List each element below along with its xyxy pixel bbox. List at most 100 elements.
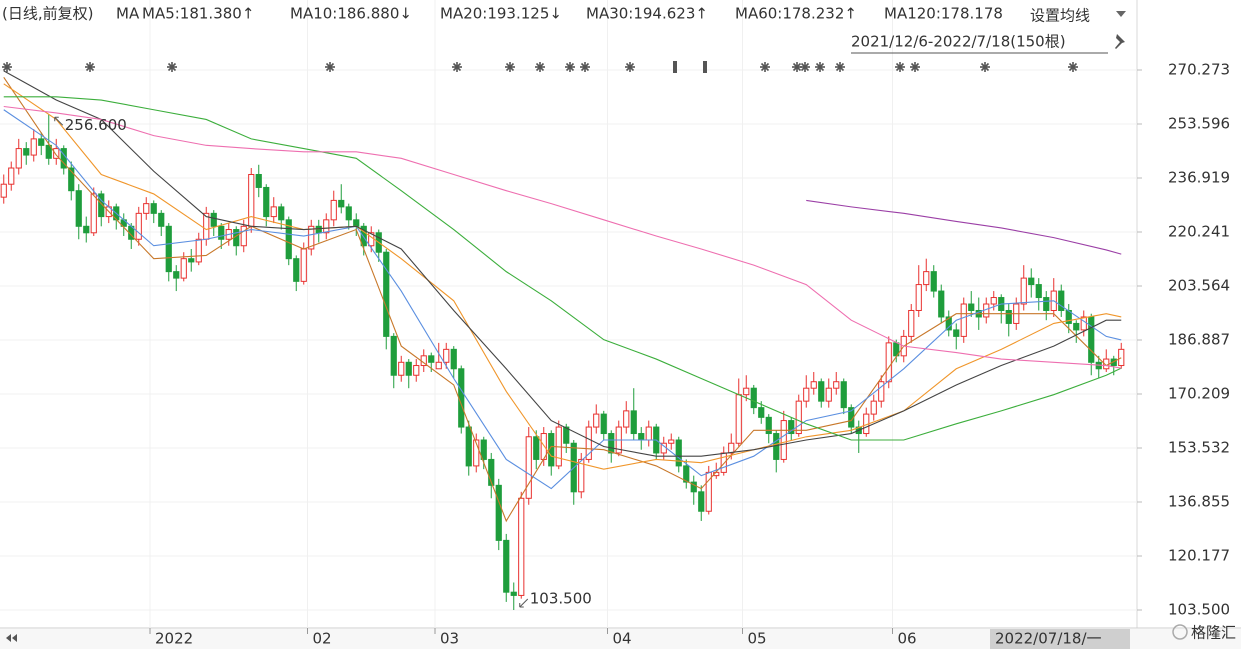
dropdown-arrow[interactable] xyxy=(1116,11,1126,17)
candle-body xyxy=(923,271,930,286)
x-tick-label: 06 xyxy=(898,630,917,648)
candle-body xyxy=(428,355,435,363)
event-marker-stroke xyxy=(835,62,845,72)
candle-body xyxy=(8,167,15,185)
candle-body xyxy=(1073,322,1080,331)
event-marker-stroke xyxy=(452,62,462,72)
candle-body xyxy=(38,138,45,146)
candle-body xyxy=(53,148,60,159)
candle-body xyxy=(0,183,7,198)
x-tick-label: 05 xyxy=(748,630,767,648)
candle-body xyxy=(668,439,675,444)
settings-label[interactable]: 设置均线 xyxy=(1030,7,1090,25)
candle-body xyxy=(683,465,690,483)
event-marker xyxy=(167,62,177,72)
candle-body xyxy=(83,225,90,234)
candle-body xyxy=(68,167,75,192)
candle-body xyxy=(1118,348,1125,367)
candle-body xyxy=(1110,358,1117,367)
candle-body xyxy=(960,303,967,337)
candle-body xyxy=(563,426,570,444)
candle-body xyxy=(90,193,97,234)
candle-body xyxy=(338,199,345,208)
ma-line xyxy=(3,77,1122,523)
candle-body xyxy=(533,436,540,460)
y-tick-label: 220.241 xyxy=(1168,223,1230,241)
legend-entry: MA5:181.380↑ xyxy=(142,5,254,23)
event-marker xyxy=(452,62,462,72)
event-marker xyxy=(703,61,707,73)
candle-body xyxy=(915,284,922,311)
y-tick-label: 270.273 xyxy=(1168,61,1230,79)
x-tick-label: 2022 xyxy=(155,630,193,648)
candle-body xyxy=(308,225,315,250)
event-marker-stroke xyxy=(2,62,12,72)
event-marker xyxy=(980,62,990,72)
y-tick-label: 186.887 xyxy=(1168,330,1230,348)
legend-entry: MA10:186.880↓ xyxy=(290,5,412,23)
candle-body xyxy=(165,225,172,273)
candle-body xyxy=(30,138,37,156)
candle-body xyxy=(383,251,390,337)
event-marker xyxy=(565,62,575,72)
candle-body xyxy=(195,238,202,263)
candle-body xyxy=(285,219,292,260)
event-marker xyxy=(835,62,845,72)
event-marker xyxy=(910,62,920,72)
event-marker-stroke xyxy=(625,62,635,72)
candle-body xyxy=(180,258,187,279)
y-tick-label: 136.855 xyxy=(1168,492,1230,510)
candle-body xyxy=(638,433,645,441)
candle-body xyxy=(143,203,150,214)
event-marker xyxy=(673,61,677,73)
event-marker xyxy=(800,62,810,72)
candle-body xyxy=(608,433,615,454)
event-marker xyxy=(2,62,12,72)
pin-icon[interactable] xyxy=(1115,34,1125,49)
candle-body xyxy=(728,442,735,454)
candle-body xyxy=(255,173,262,188)
event-marker xyxy=(580,62,590,72)
ma-line xyxy=(3,83,1122,470)
event-marker-stroke xyxy=(895,62,905,72)
x-axis-band xyxy=(0,629,1241,649)
candle-body xyxy=(45,144,52,159)
event-marker xyxy=(85,62,95,72)
candle-body xyxy=(585,426,592,460)
candle-body xyxy=(645,426,652,441)
ma-line xyxy=(3,109,1122,490)
candle-body xyxy=(495,484,502,541)
candle-body xyxy=(953,329,960,337)
ma-label: MA xyxy=(116,5,140,23)
candle-body xyxy=(135,212,142,240)
y-tick-label: 236.919 xyxy=(1168,168,1230,186)
event-marker-stroke xyxy=(980,62,990,72)
candle-body xyxy=(353,219,360,227)
candle-body xyxy=(360,225,367,247)
candle-body xyxy=(293,258,300,282)
event-marker-stroke xyxy=(760,62,770,72)
candle-body xyxy=(263,186,270,218)
settings-button[interactable] xyxy=(1022,0,1132,29)
candle-body xyxy=(473,439,480,467)
ma-line xyxy=(3,96,1122,441)
candle-body xyxy=(990,297,997,305)
event-marker-stroke xyxy=(167,62,177,72)
event-marker-stroke xyxy=(800,62,810,72)
mode-label: (日线,前复权) xyxy=(2,5,93,23)
candle-body xyxy=(795,400,802,435)
candle-body xyxy=(758,407,765,418)
candle-body xyxy=(503,539,510,593)
y-tick-label: 103.500 xyxy=(1168,601,1230,619)
candle-body xyxy=(173,271,180,279)
candle-body xyxy=(1088,316,1095,363)
scroll-left-icon[interactable] xyxy=(12,634,17,642)
candle-body xyxy=(938,290,945,318)
candle-body xyxy=(518,497,525,596)
candle-body xyxy=(450,348,457,370)
event-marker-stroke xyxy=(535,62,545,72)
scroll-left-icon[interactable] xyxy=(6,634,11,642)
event-marker xyxy=(625,62,635,72)
candle-body xyxy=(788,420,795,435)
x-tick-label: 03 xyxy=(440,630,459,648)
